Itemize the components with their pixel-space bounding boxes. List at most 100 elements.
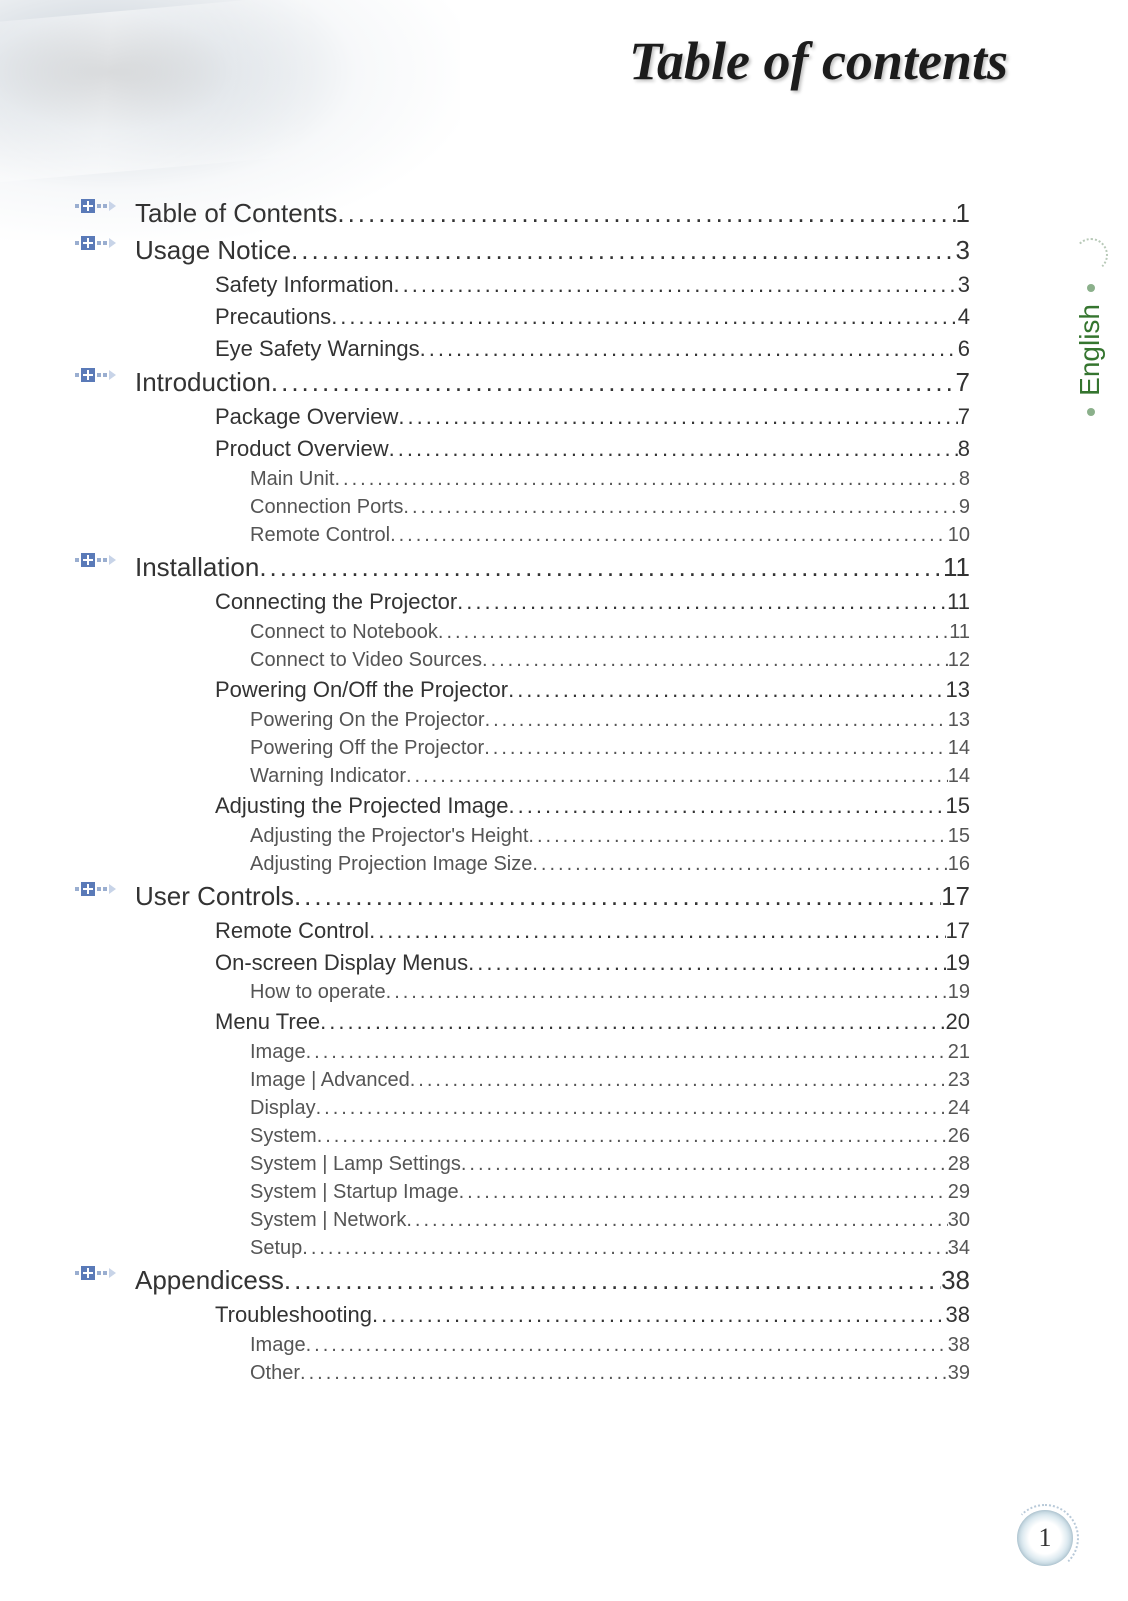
toc-entry-page: 11 — [949, 618, 970, 646]
decorative-dot-icon — [1087, 408, 1095, 416]
toc-leader-dots: ........................................… — [403, 493, 958, 521]
toc-entry-page: 19 — [946, 947, 970, 979]
toc-entry: Display.................................… — [75, 1094, 970, 1122]
toc-entry-label: Remote Control — [215, 915, 369, 947]
toc-leader-dots: ........................................… — [369, 915, 945, 947]
section-bullet-icon — [75, 1262, 130, 1284]
toc-entry: Warning Indicator.......................… — [75, 762, 970, 790]
toc-leader-dots: ........................................… — [420, 333, 958, 365]
toc-leader-dots: ........................................… — [485, 706, 948, 734]
toc-entry-page: 9 — [959, 493, 970, 521]
toc-entry: User Controls...........................… — [75, 878, 970, 915]
toc-entry-label: Safety Information — [215, 269, 394, 301]
toc-leader-dots: ........................................… — [284, 1262, 941, 1299]
toc-entry-page: 4 — [958, 301, 970, 333]
toc-entry: Menu Tree...............................… — [75, 1006, 970, 1038]
toc-entry-page: 8 — [958, 433, 970, 465]
toc-entry: Powering Off the Projector..............… — [75, 734, 970, 762]
toc-leader-dots: ........................................… — [459, 1178, 948, 1206]
toc-entry: Usage Notice............................… — [75, 232, 970, 269]
toc-leader-dots: ........................................… — [386, 978, 948, 1006]
toc-leader-dots: ........................................… — [331, 301, 958, 333]
toc-entry-page: 26 — [948, 1122, 970, 1150]
toc-entry-label: How to operate — [250, 978, 386, 1006]
toc-entry-label: Image — [250, 1038, 306, 1066]
toc-entry-label: Image — [250, 1331, 306, 1359]
toc-entry-page: 13 — [948, 706, 970, 734]
toc-entry: Main Unit...............................… — [75, 465, 970, 493]
toc-entry: System | Startup Image..................… — [75, 1178, 970, 1206]
toc-entry: Connect to Video Sources................… — [75, 646, 970, 674]
section-bullet-icon — [75, 549, 130, 571]
toc-entry: Remote Control..........................… — [75, 915, 970, 947]
toc-entry-label: Troubleshooting — [215, 1299, 372, 1331]
toc-leader-dots: ........................................… — [320, 1006, 945, 1038]
toc-entry-page: 13 — [946, 674, 970, 706]
toc-entry-label: Connect to Notebook — [250, 618, 438, 646]
toc-entry: Adjusting the Projector's Height........… — [75, 822, 970, 850]
toc-leader-dots: ........................................… — [300, 1359, 948, 1387]
toc-entry-label: System — [250, 1122, 317, 1150]
toc-entry-label: Precautions — [215, 301, 331, 333]
toc-entry: Remote Control..........................… — [75, 521, 970, 549]
page-number-value: 1 — [1017, 1510, 1073, 1566]
toc-entry-label: Connection Ports — [250, 493, 403, 521]
toc-leader-dots: ........................................… — [306, 1038, 948, 1066]
toc-entry-page: 21 — [948, 1038, 970, 1066]
toc-entry-page: 29 — [948, 1178, 970, 1206]
toc-entry: Setup...................................… — [75, 1234, 970, 1262]
toc-entry: System | Network........................… — [75, 1206, 970, 1234]
toc-leader-dots: ........................................… — [508, 674, 945, 706]
toc-entry-page: 24 — [948, 1094, 970, 1122]
toc-leader-dots: ........................................… — [317, 1122, 948, 1150]
toc-entry-page: 19 — [948, 978, 970, 1006]
toc-entry-page: 12 — [948, 646, 970, 674]
toc-leader-dots: ........................................… — [390, 521, 948, 549]
toc-entry-page: 10 — [948, 521, 970, 549]
toc-entry: Powering On the Projector...............… — [75, 706, 970, 734]
toc-entry: On-screen Display Menus.................… — [75, 947, 970, 979]
toc-leader-dots: ........................................… — [334, 465, 958, 493]
toc-entry-label: Powering On the Projector — [250, 706, 485, 734]
toc-entry-label: Connecting the Projector — [215, 586, 457, 618]
toc-leader-dots: ........................................… — [532, 850, 947, 878]
toc-entry: Appendicess.............................… — [75, 1262, 970, 1299]
table-of-contents: Table of Contents.......................… — [75, 195, 970, 1387]
toc-entry: Eye Safety Warnings.....................… — [75, 333, 970, 365]
toc-entry-label: Product Overview — [215, 433, 389, 465]
toc-entry-label: Adjusting the Projector's Height — [250, 822, 528, 850]
toc-entry: Connecting the Projector................… — [75, 586, 970, 618]
toc-entry-label: Menu Tree — [215, 1006, 320, 1038]
toc-leader-dots: ........................................… — [484, 734, 948, 762]
toc-entry-label: Warning Indicator — [250, 762, 406, 790]
toc-entry: Powering On/Off the Projector...........… — [75, 674, 970, 706]
toc-entry: Table of Contents.......................… — [75, 195, 970, 232]
toc-entry: Precautions.............................… — [75, 301, 970, 333]
toc-entry: Image...................................… — [75, 1331, 970, 1359]
toc-entry: System..................................… — [75, 1122, 970, 1150]
toc-entry-page: 20 — [946, 1006, 970, 1038]
toc-entry-label: Eye Safety Warnings — [215, 333, 420, 365]
toc-entry-page: 7 — [956, 364, 970, 401]
toc-entry: Adjusting the Projected Image...........… — [75, 790, 970, 822]
toc-entry: How to operate..........................… — [75, 978, 970, 1006]
decorative-dot-icon — [1087, 284, 1095, 292]
toc-entry-label: Powering On/Off the Projector — [215, 674, 508, 706]
toc-entry: Installation............................… — [75, 549, 970, 586]
toc-entry-page: 14 — [948, 734, 970, 762]
toc-leader-dots: ........................................… — [291, 232, 955, 269]
toc-entry: Other...................................… — [75, 1359, 970, 1387]
toc-entry-page: 28 — [948, 1150, 970, 1178]
page-title: Table of contents — [629, 30, 1008, 92]
toc-entry: Image...................................… — [75, 1038, 970, 1066]
toc-entry-page: 17 — [946, 915, 970, 947]
toc-leader-dots: ........................................… — [482, 646, 948, 674]
toc-entry-label: Introduction — [135, 364, 271, 401]
toc-leader-dots: ........................................… — [457, 586, 947, 618]
toc-leader-dots: ........................................… — [337, 195, 955, 232]
toc-entry-page: 30 — [948, 1206, 970, 1234]
toc-entry-page: 34 — [948, 1234, 970, 1262]
toc-leader-dots: ........................................… — [410, 1066, 948, 1094]
toc-leader-dots: ........................................… — [406, 762, 948, 790]
toc-entry: Connection Ports........................… — [75, 493, 970, 521]
